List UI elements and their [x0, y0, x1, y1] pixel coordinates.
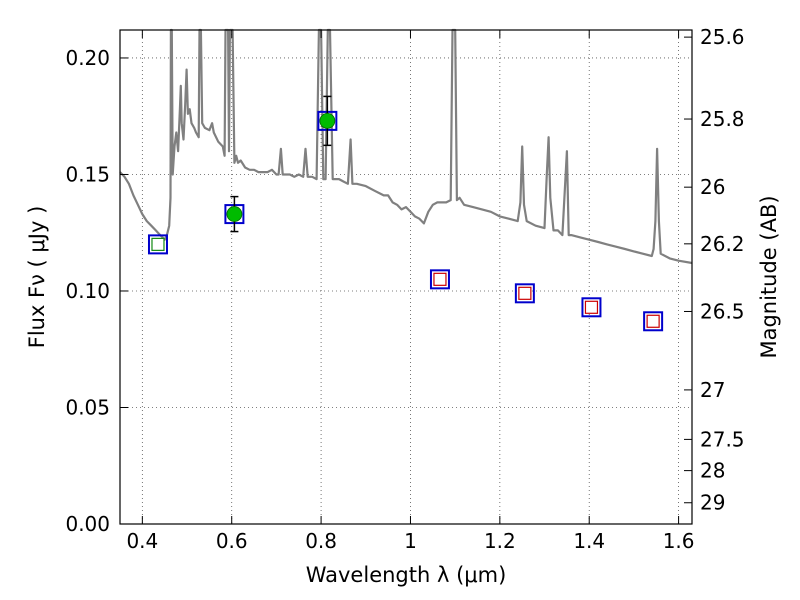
x-tick-label: 0.6: [216, 529, 248, 553]
mag-tick-label: 26.2: [700, 232, 745, 256]
x-tick-label: 0.4: [126, 529, 158, 553]
mag-tick-label: 26: [700, 175, 725, 199]
limit-marker: [646, 314, 660, 328]
model-photometry-marker: [147, 234, 168, 255]
x-tick-label: 1.2: [484, 529, 516, 553]
tick-labels: 0.4 0.6 0.8 1 1.2 1.4 1.6 0.00 0.05 0.10 0.15 0.20 2…: [65, 25, 744, 553]
mag-tick-label: 25.6: [700, 25, 745, 49]
limit-marker: [584, 300, 599, 314]
model-photometry-marker: [643, 311, 664, 332]
mag-tick-label: 26.5: [700, 299, 745, 323]
model-photometry-marker: [514, 283, 535, 304]
model-photometry-marker: [581, 297, 602, 318]
detection-marker: [319, 112, 336, 129]
x-tick-label: 1: [404, 529, 417, 553]
right-axis-label: Magnitude (AB): [757, 195, 781, 358]
limit-marker: [518, 286, 532, 300]
limit-marker: [433, 272, 447, 286]
mag-tick-label: 28: [700, 459, 725, 483]
mag-tick-label: 27.5: [700, 427, 745, 451]
x-axis-label: Wavelength λ (μm): [306, 563, 507, 587]
y-tick-label: 0.05: [65, 395, 110, 419]
mag-tick-label: 29: [700, 491, 725, 515]
y-tick-label: 0.20: [65, 46, 110, 70]
x-tick-label: 1.4: [573, 529, 605, 553]
mag-tick-label: 27: [700, 378, 725, 402]
y-tick-label: 0.00: [65, 512, 110, 536]
y-axis-label: Flux Fν ( μJy ): [25, 206, 49, 349]
mag-tick-label: 25.8: [700, 107, 745, 131]
x-tick-label: 0.8: [305, 529, 337, 553]
limit-marker: [151, 237, 165, 251]
detection-marker: [226, 206, 243, 222]
model-photometry-marker: [429, 269, 450, 290]
x-tick-label: 1.6: [663, 529, 695, 553]
y-tick-label: 0.15: [65, 162, 110, 186]
plot-frame: [119, 29, 693, 525]
y-tick-label: 0.10: [65, 279, 110, 303]
